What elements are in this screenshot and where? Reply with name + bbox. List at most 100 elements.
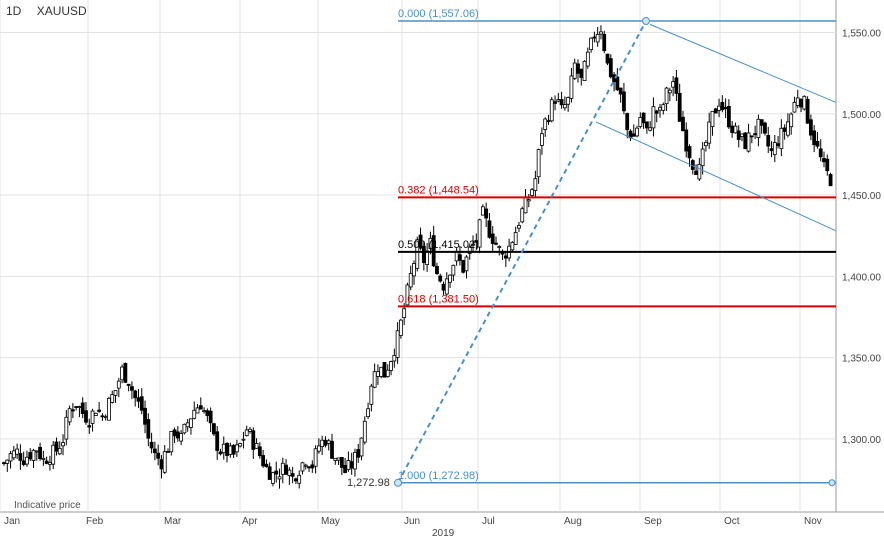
timeframe-label[interactable]: 1D — [6, 4, 22, 18]
candle-body — [362, 420, 367, 443]
candle-body — [175, 431, 180, 439]
candle-body — [166, 451, 170, 453]
candle-body — [740, 133, 744, 137]
x-tick-label: Oct — [724, 516, 740, 527]
candle-body — [687, 146, 692, 159]
candle-body — [572, 62, 577, 79]
candle-body — [795, 97, 800, 106]
candle-body — [280, 462, 285, 475]
candle-body — [77, 406, 82, 408]
candle-body — [103, 416, 108, 419]
candle-body — [608, 58, 613, 78]
candle-body — [290, 473, 295, 477]
candle-body — [487, 220, 492, 238]
candle-body — [707, 121, 712, 144]
candle-body — [379, 366, 384, 377]
candle-body — [395, 330, 400, 358]
x-year-label: 2019 — [432, 528, 455, 538]
candle-body — [133, 390, 138, 399]
candle-body — [671, 81, 676, 88]
candle-body — [93, 412, 98, 416]
candle-body — [336, 457, 341, 461]
candle-body — [15, 448, 20, 455]
x-tick-label: Feb — [86, 516, 104, 527]
candle-body — [694, 170, 698, 175]
candle-body — [402, 308, 407, 319]
candle-body — [618, 87, 623, 95]
candle-body — [248, 428, 252, 432]
candle-body — [195, 407, 200, 414]
candle-body — [392, 355, 397, 362]
candle-body — [776, 143, 780, 147]
candle-body — [792, 102, 797, 113]
candle-body — [546, 120, 551, 122]
candle-body — [225, 442, 229, 456]
candle-body — [261, 455, 266, 467]
candle-body — [113, 390, 118, 396]
candle-body — [316, 445, 321, 452]
candle-body — [579, 68, 584, 78]
candle-body — [615, 76, 620, 91]
candle-body — [526, 199, 531, 202]
candle-body — [356, 449, 361, 458]
candle-body — [664, 87, 669, 105]
candle-body — [599, 31, 603, 35]
fib-level-label: 0.382 (1,448.54) — [398, 184, 479, 196]
symbol-label[interactable]: XAUUSD — [36, 4, 87, 18]
candle-body — [710, 110, 715, 128]
candle-body — [674, 77, 679, 94]
candle-body — [818, 148, 823, 158]
candle-body — [490, 233, 495, 244]
candle-body — [169, 430, 174, 453]
candle-body — [8, 453, 13, 462]
candle-body — [786, 121, 790, 136]
candle-body — [34, 450, 39, 453]
candle-body — [585, 51, 590, 67]
candle-body — [825, 158, 830, 172]
candle-body — [136, 397, 141, 402]
fib-anchor-line — [397, 20, 647, 484]
candle-body — [366, 408, 370, 418]
candle-body — [38, 446, 42, 459]
candle-body — [497, 246, 502, 248]
fib-anchor-handle — [828, 479, 836, 487]
candle-body — [11, 450, 16, 459]
candle-body — [503, 255, 508, 259]
y-tick-label: 1,400.00 — [842, 272, 881, 283]
candle-body — [156, 452, 161, 459]
candle-body — [18, 453, 23, 461]
candle-body — [799, 99, 803, 108]
candle-body — [769, 148, 774, 152]
candle-body — [418, 234, 423, 249]
candle-body — [553, 101, 557, 104]
candle-body — [198, 405, 203, 410]
candle-body — [720, 102, 725, 111]
candle-body — [271, 472, 275, 484]
fib-level-label: 0.000 (1,557.06) — [398, 8, 479, 20]
candle-body — [189, 418, 193, 428]
candle-body — [756, 118, 761, 138]
candle-body — [822, 158, 826, 163]
candle-body — [425, 250, 430, 265]
candle-body — [802, 95, 807, 110]
candle-body — [638, 117, 643, 128]
candle-body — [667, 89, 672, 94]
candle-body — [376, 371, 380, 377]
candle-body — [431, 235, 436, 267]
candle-body — [110, 394, 115, 403]
candle-body — [808, 119, 813, 136]
x-tick-label: Jan — [4, 516, 20, 527]
candle-body — [21, 460, 26, 465]
candle-body — [208, 410, 213, 424]
candle-body — [257, 446, 262, 457]
x-tick-label: Jul — [482, 516, 495, 527]
fib-anchor-handle — [642, 17, 650, 26]
candle-body — [343, 465, 348, 473]
candle-body — [172, 429, 177, 437]
candle-body — [2, 462, 6, 465]
candle-body — [441, 283, 446, 291]
candle-body — [517, 225, 521, 229]
candle-body — [582, 60, 587, 82]
candle-body — [405, 284, 410, 306]
